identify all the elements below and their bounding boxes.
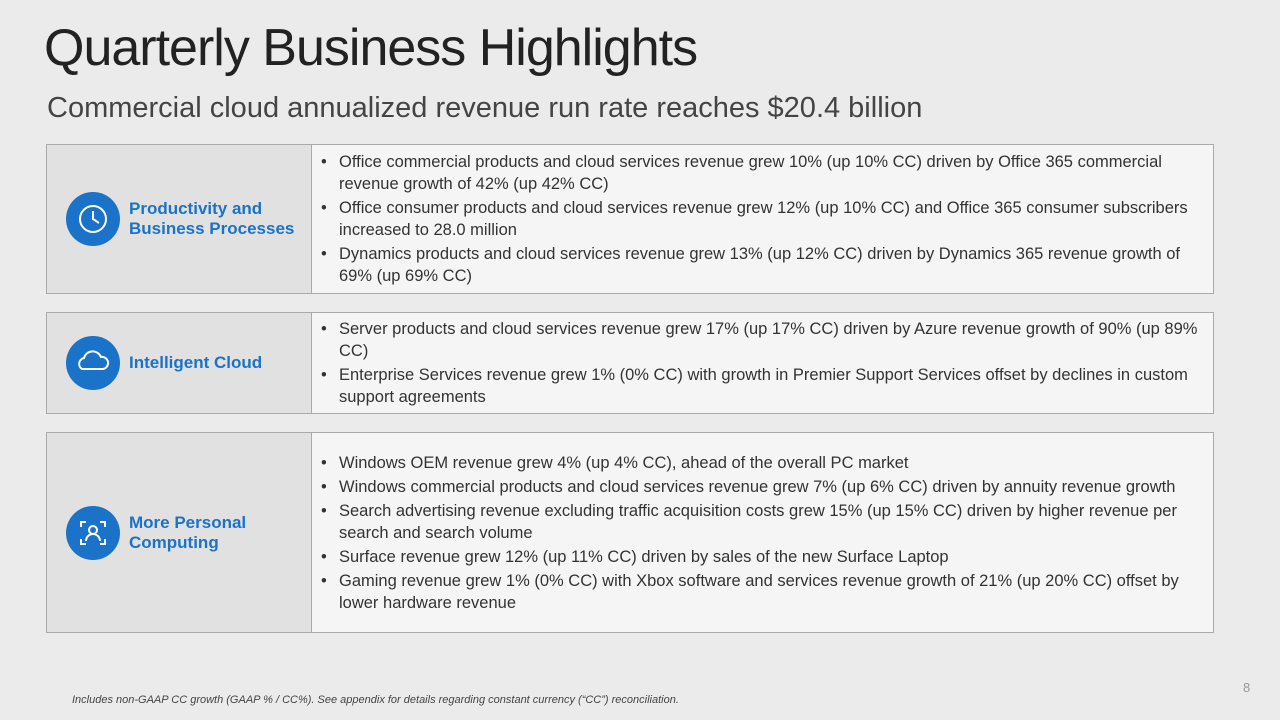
section: Productivity and Business Processes Offi… (46, 144, 1214, 294)
bullet-list: Office commercial products and cloud ser… (312, 149, 1213, 289)
bullet: Office consumer products and cloud servi… (321, 197, 1199, 241)
cloud-icon (66, 336, 120, 390)
section-label: Intelligent Cloud (129, 353, 263, 372)
bullet: Dynamics products and cloud services rev… (321, 243, 1199, 287)
subtitle: Commercial cloud annualized revenue run … (47, 92, 923, 124)
section-label: More Personal Computing (129, 512, 247, 552)
bullet: Enterprise Services revenue grew 1% (0% … (321, 364, 1199, 408)
title: Quarterly Business Highlights (44, 19, 698, 77)
person-icon (66, 505, 120, 560)
section: Intelligent Cloud Server products and cl… (46, 312, 1214, 414)
bullet: Gaming revenue grew 1% (0% CC) with Xbox… (321, 570, 1199, 614)
page-number: 8 (1243, 680, 1251, 695)
section-body: Office commercial products and cloud ser… (312, 145, 1213, 293)
section-label-cell: More Personal Computing (47, 433, 312, 632)
section-body: Server products and cloud services reven… (312, 313, 1213, 413)
bullet: Office commercial products and cloud ser… (321, 151, 1199, 195)
bullet-list: Server products and cloud services reven… (312, 316, 1213, 410)
section: More Personal Computing Windows OEM reve… (46, 432, 1214, 633)
bullet-list: Windows OEM revenue grew 4% (up 4% CC), … (312, 450, 1213, 616)
bullet: Windows OEM revenue grew 4% (up 4% CC), … (321, 452, 1199, 474)
bullet: Search advertising revenue excluding tra… (321, 500, 1199, 544)
bullet: Surface revenue grew 12% (up 11% CC) dri… (321, 546, 1199, 568)
section-label-cell: Productivity and Business Processes (47, 145, 312, 293)
section-body: Windows OEM revenue grew 4% (up 4% CC), … (312, 433, 1213, 632)
footnote: Includes non-GAAP CC growth (GAAP % / CC… (72, 694, 679, 706)
section-label: Productivity and Business Processes (129, 199, 295, 238)
section-label-cell: Intelligent Cloud (47, 313, 312, 413)
bullet: Windows commercial products and cloud se… (321, 476, 1199, 498)
bullet: Server products and cloud services reven… (321, 318, 1199, 362)
clock-icon (66, 192, 120, 246)
